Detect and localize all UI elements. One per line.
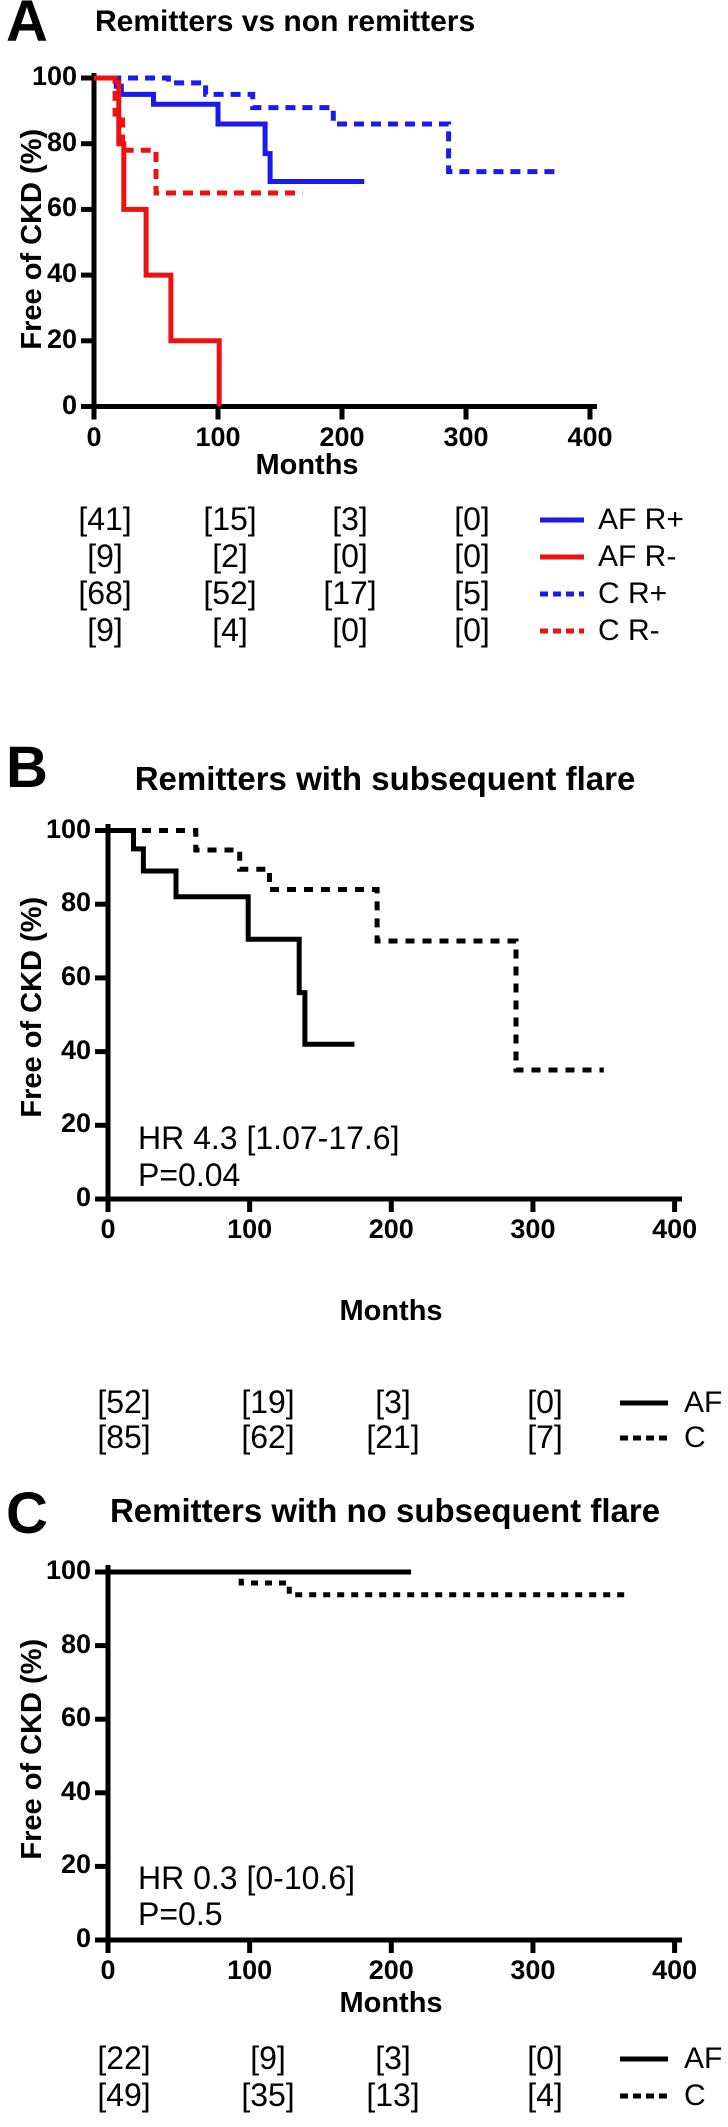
at-risk-count-A-2-0: [68] bbox=[78, 575, 132, 611]
legend-label-A-AF-R-: AF R- bbox=[598, 540, 677, 573]
x-tick-label-C-400: 400 bbox=[652, 1955, 698, 1985]
x-tick-label-A-200: 200 bbox=[319, 421, 365, 452]
panel-a-y-axis-label: Free of CKD (%) bbox=[15, 128, 48, 350]
curve-A-AF-R+ bbox=[94, 75, 365, 184]
legend-label-C-C: C bbox=[684, 2079, 706, 2112]
panel-a-letter: A bbox=[6, 0, 48, 54]
at-risk-count-A-3-1: [4] bbox=[212, 612, 248, 648]
x-tick-label-C-300: 300 bbox=[510, 1955, 556, 1985]
at-risk-count-A-0-3: [0] bbox=[454, 501, 490, 537]
at-risk-count-A-0-1: [15] bbox=[203, 501, 257, 537]
panel-c-x-axis-label: Months bbox=[339, 1987, 443, 2019]
at-risk-count-C-0-3: [0] bbox=[527, 2040, 563, 2076]
at-risk-count-A-2-3: [5] bbox=[454, 575, 490, 611]
at-risk-count-B-1-0: [85] bbox=[97, 1419, 151, 1455]
panel-c-hr-annotation: HR 0.3 [0-10.6] bbox=[138, 1860, 355, 1896]
panel-c-title: Remitters with no subsequent flare bbox=[109, 1492, 661, 1529]
x-tick-label-A-0: 0 bbox=[86, 421, 102, 452]
y-tick-label-A-100: 100 bbox=[31, 61, 77, 91]
panel-b-title: Remitters with subsequent flare bbox=[134, 760, 636, 797]
legend-label-A-C-R-: C R- bbox=[598, 614, 660, 647]
at-risk-count-C-1-2: [13] bbox=[366, 2077, 420, 2113]
at-risk-count-B-0-3: [0] bbox=[527, 1384, 563, 1420]
panel-a-x-axis-label: Months bbox=[255, 449, 359, 481]
legend-label-A-C-R+: C R+ bbox=[598, 577, 668, 610]
panel-c-letter: C bbox=[6, 1481, 48, 1546]
at-risk-count-C-0-2: [3] bbox=[375, 2040, 411, 2076]
y-tick-label-B-60: 60 bbox=[60, 960, 91, 991]
panel-b-hr-annotation: HR 4.3 [1.07-17.6] bbox=[138, 1120, 400, 1156]
y-tick-label-B-40: 40 bbox=[60, 1034, 91, 1065]
legend-label-A-AF-R+: AF R+ bbox=[598, 503, 684, 536]
at-risk-count-A-2-1: [52] bbox=[203, 575, 257, 611]
panel-b-x-axis-label: Months bbox=[339, 1295, 443, 1327]
x-tick-label-B-0: 0 bbox=[100, 1214, 116, 1244]
at-risk-count-A-2-2: [17] bbox=[323, 575, 377, 611]
y-tick-label-C-60: 60 bbox=[60, 1702, 91, 1733]
x-tick-label-C-0: 0 bbox=[100, 1955, 116, 1985]
legend-label-B-AF: AF bbox=[684, 1386, 723, 1419]
at-risk-count-A-1-2: [0] bbox=[332, 538, 368, 574]
x-tick-label-A-400: 400 bbox=[567, 421, 613, 452]
x-tick-label-B-300: 300 bbox=[510, 1214, 556, 1244]
at-risk-count-A-1-3: [0] bbox=[454, 538, 490, 574]
y-tick-label-A-40: 40 bbox=[46, 258, 77, 289]
y-tick-label-B-0: 0 bbox=[75, 1182, 91, 1212]
at-risk-count-A-3-0: [9] bbox=[87, 612, 123, 648]
x-tick-label-C-200: 200 bbox=[368, 1955, 414, 1985]
at-risk-count-A-3-3: [0] bbox=[454, 612, 490, 648]
x-tick-label-A-100: 100 bbox=[195, 421, 241, 452]
panel-c-y-axis-label: Free of CKD (%) bbox=[15, 1638, 48, 1860]
at-risk-count-A-0-2: [3] bbox=[332, 501, 368, 537]
at-risk-count-A-0-0: [41] bbox=[78, 501, 132, 537]
y-tick-label-C-20: 20 bbox=[60, 1849, 91, 1880]
at-risk-count-C-0-1: [9] bbox=[250, 2040, 286, 2076]
at-risk-count-C-1-3: [4] bbox=[527, 2077, 563, 2113]
y-tick-label-B-20: 20 bbox=[60, 1108, 91, 1139]
y-tick-label-A-80: 80 bbox=[46, 126, 77, 157]
at-risk-count-B-1-2: [21] bbox=[366, 1419, 420, 1455]
x-tick-label-C-100: 100 bbox=[227, 1955, 273, 1985]
at-risk-count-A-3-2: [0] bbox=[332, 612, 368, 648]
legend-label-B-C: C bbox=[684, 1421, 706, 1454]
curve-A-AF-R- bbox=[94, 75, 222, 407]
at-risk-count-C-0-0: [22] bbox=[97, 2040, 151, 2076]
at-risk-count-B-1-3: [7] bbox=[527, 1419, 563, 1455]
panel-b-letter: B bbox=[6, 735, 48, 800]
y-tick-label-C-40: 40 bbox=[60, 1775, 91, 1806]
y-tick-label-C-100: 100 bbox=[45, 1555, 91, 1585]
panel-b-y-axis-label: Free of CKD (%) bbox=[15, 896, 48, 1118]
y-tick-label-A-0: 0 bbox=[61, 389, 77, 420]
y-tick-label-A-20: 20 bbox=[46, 323, 77, 354]
legend-label-C-AF: AF bbox=[684, 2042, 723, 2075]
panel-a-title: Remitters vs non remitters bbox=[95, 5, 476, 38]
at-risk-count-C-1-0: [49] bbox=[97, 2077, 151, 2113]
y-tick-label-B-80: 80 bbox=[60, 887, 91, 918]
y-tick-label-C-0: 0 bbox=[75, 1923, 91, 1953]
panel-b-pvalue-annotation: P=0.04 bbox=[138, 1157, 241, 1193]
y-tick-label-C-80: 80 bbox=[60, 1628, 91, 1659]
y-tick-label-A-60: 60 bbox=[46, 192, 77, 223]
at-risk-count-A-1-1: [2] bbox=[212, 538, 248, 574]
curve-C-C bbox=[108, 1569, 631, 1598]
curve-A-C-R+ bbox=[94, 75, 556, 175]
at-risk-count-A-1-0: [9] bbox=[87, 538, 123, 574]
curve-B-AF bbox=[108, 828, 355, 1047]
at-risk-count-C-1-1: [35] bbox=[241, 2077, 295, 2113]
y-tick-label-B-100: 100 bbox=[45, 813, 91, 844]
at-risk-count-B-0-2: [3] bbox=[375, 1384, 411, 1420]
panel-c-pvalue-annotation: P=0.5 bbox=[138, 1896, 223, 1932]
at-risk-count-B-0-0: [52] bbox=[97, 1384, 151, 1420]
x-tick-label-B-200: 200 bbox=[368, 1214, 414, 1244]
at-risk-count-B-0-1: [19] bbox=[241, 1384, 295, 1420]
at-risk-count-B-1-1: [62] bbox=[241, 1419, 295, 1455]
x-tick-label-B-400: 400 bbox=[652, 1214, 698, 1244]
x-tick-label-B-100: 100 bbox=[227, 1214, 273, 1244]
curve-B-C bbox=[108, 828, 604, 1073]
x-tick-label-A-300: 300 bbox=[443, 421, 489, 452]
